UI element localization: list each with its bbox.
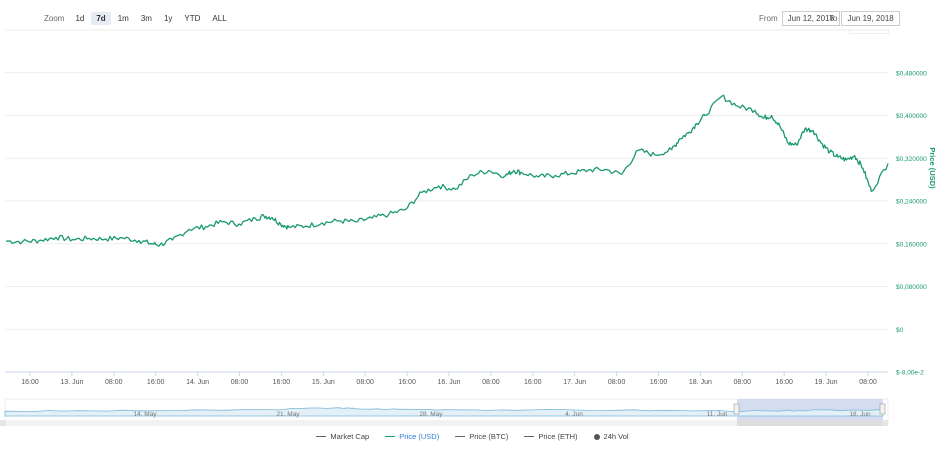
x-tick-label: 16:00 bbox=[524, 379, 542, 386]
x-tick-label: 08:00 bbox=[231, 379, 249, 386]
chart-legend: Market Cap Price (USD) Price (BTC) Price… bbox=[0, 432, 945, 441]
x-tick-label: 16:00 bbox=[147, 379, 165, 386]
y-tick-label: $0,240000 bbox=[896, 199, 927, 206]
y-tick-label: $0,480000 bbox=[896, 70, 927, 77]
x-tick-label: 08:00 bbox=[608, 379, 626, 386]
navigator-handle-left[interactable] bbox=[733, 403, 740, 415]
x-tick-label: 08:00 bbox=[859, 379, 877, 386]
y-tick-label: $0,400000 bbox=[896, 113, 927, 120]
navigator-tick-label: 11. Jun bbox=[707, 411, 728, 418]
x-axis-ticks: 16:00 13. Jun 08:00 16:00 14. Jun 08:00 16:00 1… bbox=[21, 372, 877, 386]
scrollbar-right-arrow[interactable] bbox=[882, 420, 888, 426]
to-label: To bbox=[829, 14, 838, 23]
navigator-tick-label: 14. May bbox=[133, 411, 157, 418]
navigator-ticks: 14. May 21. May 28. May 4. Jun 11. Jun 18. Ju… bbox=[133, 411, 871, 418]
x-tick-label: 16:00 bbox=[398, 379, 416, 386]
x-tick-label: 16:00 bbox=[21, 379, 39, 386]
x-tick-label: 14. Jun bbox=[186, 379, 209, 386]
x-tick-label: 16:00 bbox=[650, 379, 668, 386]
zoom-1d-button[interactable]: 1d bbox=[75, 13, 85, 23]
scrollbar-track[interactable] bbox=[5, 420, 888, 426]
x-tick-label: 16:00 bbox=[273, 379, 291, 386]
x-tick-label: 16. Jun bbox=[438, 379, 461, 386]
y-tick-label: $-8,00e-2 bbox=[896, 370, 924, 377]
legend-label: Price (USD) bbox=[399, 432, 440, 441]
legend-price-usd[interactable]: Price (USD) bbox=[385, 432, 439, 441]
to-date-input[interactable]: Jun 19, 2018 bbox=[841, 11, 900, 26]
range-to: To Jun 19, 2018 bbox=[829, 11, 900, 26]
zoom-all-button[interactable]: ALL bbox=[212, 13, 227, 23]
x-tick-label: 16:00 bbox=[775, 379, 793, 386]
y-axis-ticks: $0,480000 $0,400000 $0,320000 $0,240000 $0,1… bbox=[896, 70, 927, 376]
legend-price-btc[interactable]: Price (BTC) bbox=[455, 432, 508, 441]
legend-line-icon bbox=[316, 435, 327, 438]
x-tick-label: 08:00 bbox=[356, 379, 374, 386]
from-date-input[interactable]: Jun 12, 2018 bbox=[781, 11, 840, 26]
zoom-1m-button[interactable]: 1m bbox=[117, 13, 129, 23]
legend-price-eth[interactable]: Price (ETH) bbox=[524, 432, 578, 441]
scrollbar-thumb[interactable] bbox=[737, 420, 883, 426]
legend-label: 24h Vol bbox=[603, 432, 629, 441]
range-from: From Jun 12, 2018 bbox=[759, 11, 840, 26]
zoom-bar: Zoom 1d 7d 1m 3m 1y YTD ALL bbox=[44, 11, 234, 25]
navigator-tick-label: 28. May bbox=[419, 411, 443, 418]
legend-label: Market Cap bbox=[330, 432, 370, 441]
x-tick-label: 08:00 bbox=[105, 379, 123, 386]
zoom-3m-button[interactable]: 3m bbox=[140, 13, 152, 23]
legend-line-icon bbox=[455, 435, 466, 438]
navigator-handle-right[interactable] bbox=[879, 403, 886, 415]
legend-24h-vol[interactable]: 24h Vol bbox=[593, 432, 629, 441]
y-tick-label: $0 bbox=[896, 327, 904, 334]
y-axis-label: Price (USD) bbox=[928, 147, 937, 189]
x-tick-label: 13. Jun bbox=[60, 379, 83, 386]
legend-line-icon bbox=[524, 435, 535, 438]
price-usd-line bbox=[5, 94, 889, 247]
legend-label: Price (ETH) bbox=[538, 432, 578, 441]
legend-dot-icon bbox=[593, 433, 600, 440]
legend-line-icon bbox=[385, 435, 396, 438]
zoom-label: Zoom bbox=[44, 13, 65, 23]
y-tick-label: $0,160000 bbox=[896, 241, 927, 248]
export-menu-tab[interactable] bbox=[849, 29, 889, 34]
legend-market-cap[interactable]: Market Cap bbox=[316, 432, 369, 441]
zoom-1y-button[interactable]: 1y bbox=[163, 13, 173, 23]
from-label: From bbox=[759, 14, 778, 23]
scrollbar-left-arrow[interactable] bbox=[0, 420, 6, 426]
legend-label: Price (BTC) bbox=[469, 432, 509, 441]
navigator-tick-label: 18. Jun bbox=[849, 411, 871, 418]
x-tick-label: 17. Jun bbox=[563, 379, 586, 386]
zoom-ytd-button[interactable]: YTD bbox=[184, 13, 201, 23]
navigator-tick-label: 4. Jun bbox=[565, 411, 583, 418]
x-tick-label: 19. Jun bbox=[815, 379, 838, 386]
x-tick-label: 08:00 bbox=[482, 379, 500, 386]
y-tick-label: $0,080000 bbox=[896, 284, 927, 291]
x-tick-label: 08:00 bbox=[734, 379, 752, 386]
chart-grid bbox=[5, 29, 888, 373]
navigator-area bbox=[4, 407, 884, 417]
y-tick-label: $0,320000 bbox=[896, 156, 927, 163]
x-tick-label: 18. Jun bbox=[689, 379, 712, 386]
x-tick-label: 15. Jun bbox=[312, 379, 335, 386]
zoom-7d-button[interactable]: 7d bbox=[91, 11, 111, 25]
navigator-tick-label: 21. May bbox=[276, 411, 300, 418]
